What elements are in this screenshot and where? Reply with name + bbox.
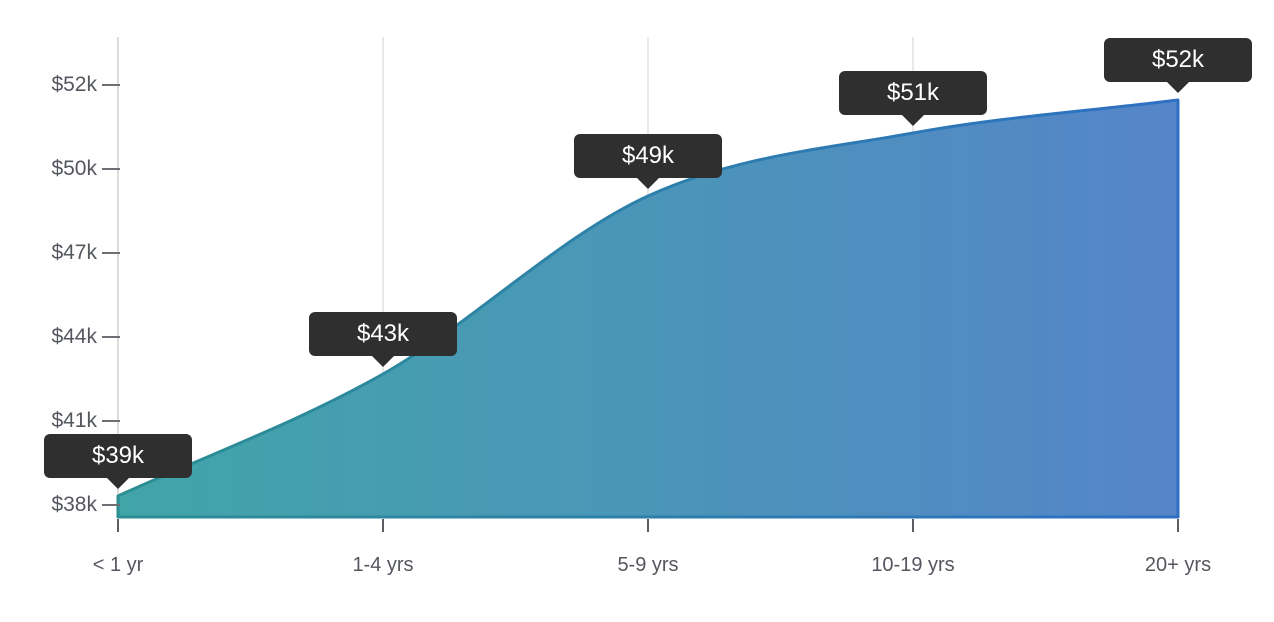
tooltip-value: $52k (1151, 46, 1205, 73)
y-axis-label: $52k (51, 73, 97, 96)
x-axis-label-1: < 1 yr (92, 554, 144, 576)
y-axis-label: $47k (51, 241, 97, 264)
y-axis-label: $44k (51, 325, 97, 348)
area-series[interactable] (116, 98, 1180, 519)
data-point-tooltip: $39k (44, 434, 192, 478)
tooltip-value: $43k (356, 320, 410, 347)
data-point-tooltip: $51k (839, 71, 987, 115)
x-axis-label-2: 1-4 yrs (352, 554, 414, 576)
tooltip-value: $49k (621, 142, 675, 169)
tooltip-value: $51k (886, 79, 940, 106)
y-axis-label: $38k (51, 493, 97, 516)
x-axis-label-4: 10-19 yrs (871, 554, 955, 576)
data-point-tooltip: $52k (1104, 38, 1252, 82)
x-axis-label-3: 5-9 yrs (617, 554, 679, 576)
y-axis-label: $50k (51, 157, 97, 180)
data-point-tooltip: $49k (574, 134, 722, 178)
x-axis-ticks (117, 519, 1179, 532)
data-point-tooltip: $43k (309, 312, 457, 356)
x-axis-label-5: 20+ yrs (1144, 554, 1212, 576)
y-axis-label: $41k (51, 409, 97, 432)
y-axis-ticks (102, 84, 120, 506)
tooltip-value: $39k (91, 442, 145, 469)
